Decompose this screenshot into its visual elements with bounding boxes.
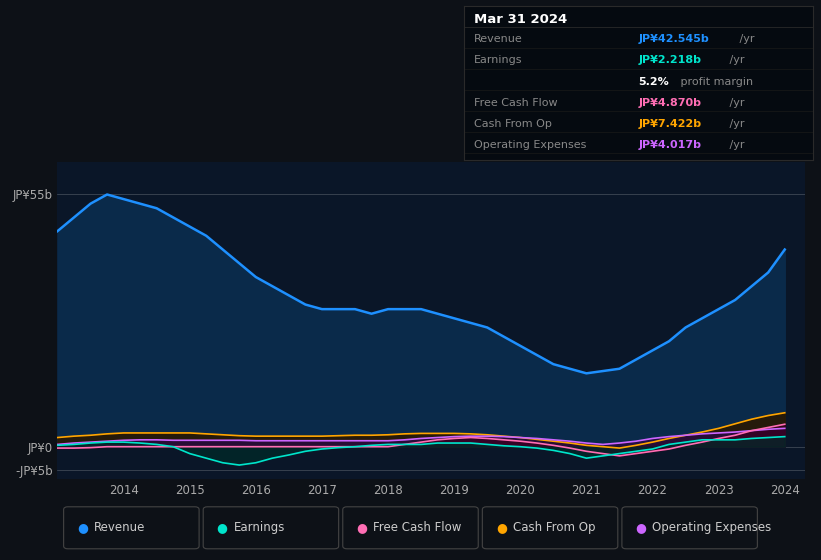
Text: /yr: /yr xyxy=(727,119,745,129)
Text: JP¥4.017b: JP¥4.017b xyxy=(639,140,701,150)
Text: /yr: /yr xyxy=(727,140,745,150)
Text: /yr: /yr xyxy=(727,55,745,66)
Text: Revenue: Revenue xyxy=(94,521,145,534)
Text: profit margin: profit margin xyxy=(677,77,754,87)
Text: Cash From Op: Cash From Op xyxy=(513,521,595,534)
Text: JP¥2.218b: JP¥2.218b xyxy=(639,55,701,66)
Text: ●: ● xyxy=(496,521,507,534)
Text: Earnings: Earnings xyxy=(233,521,285,534)
Text: ●: ● xyxy=(217,521,227,534)
Text: ●: ● xyxy=(77,521,88,534)
Text: /yr: /yr xyxy=(727,97,745,108)
Text: JP¥42.545b: JP¥42.545b xyxy=(639,34,709,44)
Text: Operating Expenses: Operating Expenses xyxy=(475,140,587,150)
Text: Revenue: Revenue xyxy=(475,34,523,44)
Text: 5.2%: 5.2% xyxy=(639,77,669,87)
Text: Cash From Op: Cash From Op xyxy=(475,119,553,129)
Text: /yr: /yr xyxy=(736,34,754,44)
Text: Earnings: Earnings xyxy=(475,55,523,66)
Text: JP¥7.422b: JP¥7.422b xyxy=(639,119,701,129)
Text: JP¥4.870b: JP¥4.870b xyxy=(639,97,701,108)
Text: Mar 31 2024: Mar 31 2024 xyxy=(475,13,567,26)
Text: Free Cash Flow: Free Cash Flow xyxy=(373,521,461,534)
Text: ●: ● xyxy=(635,521,646,534)
Text: Operating Expenses: Operating Expenses xyxy=(653,521,772,534)
Text: ●: ● xyxy=(356,521,367,534)
Text: Free Cash Flow: Free Cash Flow xyxy=(475,97,558,108)
